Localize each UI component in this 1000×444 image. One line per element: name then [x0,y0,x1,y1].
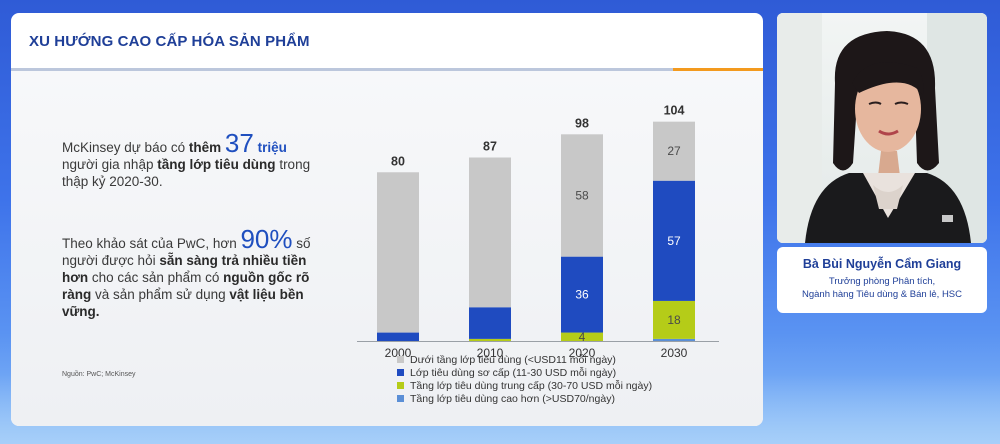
bar-segment [469,157,511,308]
chart-legend: Dưới tầng lớp tiêu dùng (<USD11 mỗi ngày… [397,353,727,405]
bar-segment [469,338,511,341]
speaker-video [777,13,987,243]
legend-label: Tầng lớp tiêu dùng trung cấp (30-70 USD … [410,379,653,392]
legend-swatch [397,382,404,389]
legend-swatch [397,395,404,402]
text-emphasis: tầng lớp tiêu dùng [157,157,276,172]
text-run: và sản phẩm sử dụng [91,287,230,302]
speaker-name-card: Bà Bùi Nguyễn Cẩm Giang Trưởng phòng Phâ… [777,247,987,313]
bar-segment [561,134,603,257]
text-run: trong thập kỷ 2020-30. [62,157,311,189]
bar-total-label: 80 [391,154,405,168]
bar-segment [653,180,695,301]
speaker-role-line1: Trưởng phòng Phân tích, [828,276,936,287]
segment-label: 18 [667,313,681,327]
legend-item: Tầng lớp tiêu dùng trung cấp (30-70 USD … [397,379,727,392]
text-emphasis: sẵn sàng trả nhiều tiền hơn [62,253,307,285]
highlight-number: 37 [224,128,254,158]
text-run: cho các sản phẩm có [88,270,224,285]
text-run: số người được hỏi [62,236,311,268]
stacked-bar-chart: 80 2000 87 2010 4 36 58 98 2020 18 57 27 104 2030 [357,104,719,360]
segment-label: 36 [575,288,589,302]
bar-segment [377,332,419,341]
speaker-portrait [777,13,987,243]
x-tick-label: 2010 [477,346,504,360]
source-note: Nguồn: PwC; McKinsey [62,371,136,378]
slide-title: XU HƯỚNG CAO CẤP HÓA SẢN PHẨM [29,33,310,50]
pwc-survey-text: Theo khảo sát của PwC, hơn 90% số người … [62,226,317,320]
legend-label: Tầng lớp tiêu dùng cao hơn (>USD70/ngày) [410,392,615,405]
text-emphasis: nguồn gốc rõ ràng [62,270,310,302]
bar-segment [561,256,603,333]
bar-total-label: 104 [664,104,685,118]
speaker-role-line2: Ngành hàng Tiêu dùng & Bán lẻ, HSC [801,289,963,300]
text-run: người gia nhập [62,157,158,172]
bar-segment [653,300,695,339]
legend-swatch [397,356,404,363]
bar-segment [653,338,695,341]
bar-segment [377,172,419,333]
text-emphasis: vật liệu bền vững. [62,287,304,319]
highlight-number: 90% [240,224,293,254]
bar-total-label: 98 [575,116,589,130]
presentation-slide: XU HƯỚNG CAO CẤP HÓA SẢN PHẨM McKinsey d… [11,13,763,426]
text-run: McKinsey dự báo có [62,140,189,155]
text-run: Theo khảo sát của PwC, hơn [62,236,241,251]
legend-item: Dưới tầng lớp tiêu dùng (<USD11 mỗi ngày… [397,353,727,366]
bar-segment [561,332,603,341]
legend-item: Tầng lớp tiêu dùng cao hơn (>USD70/ngày) [397,392,727,405]
bar-segment [653,121,695,181]
legend-swatch [397,369,404,376]
mckinsey-forecast-text: McKinsey dự báo có thêm 37 triệu người g… [62,130,317,190]
segment-label: 27 [667,144,681,158]
segment-label: 58 [575,188,589,202]
legend-label: Lớp tiêu dùng sơ cấp (11-30 USD mỗi ngày… [410,366,617,379]
text-emphasis: thêm [188,140,222,155]
highlight-unit: triệu [257,140,287,155]
bar-segment [469,307,511,339]
title-divider [11,68,763,71]
segment-label: 4 [579,330,586,344]
segment-label: 57 [667,234,681,248]
speaker-name: Bà Bùi Nguyễn Cẩm Giang [802,257,962,271]
legend-item: Lớp tiêu dùng sơ cấp (11-30 USD mỗi ngày… [397,366,727,379]
bar-total-label: 87 [483,140,497,154]
x-tick-label: 2000 [385,346,412,360]
x-tick-label: 2030 [661,346,688,360]
slide-content: McKinsey dự báo có thêm 37 triệu người g… [11,71,763,426]
x-tick-label: 2020 [569,346,596,360]
legend-label: Dưới tầng lớp tiêu dùng (<USD11 mỗi ngày… [410,353,616,366]
